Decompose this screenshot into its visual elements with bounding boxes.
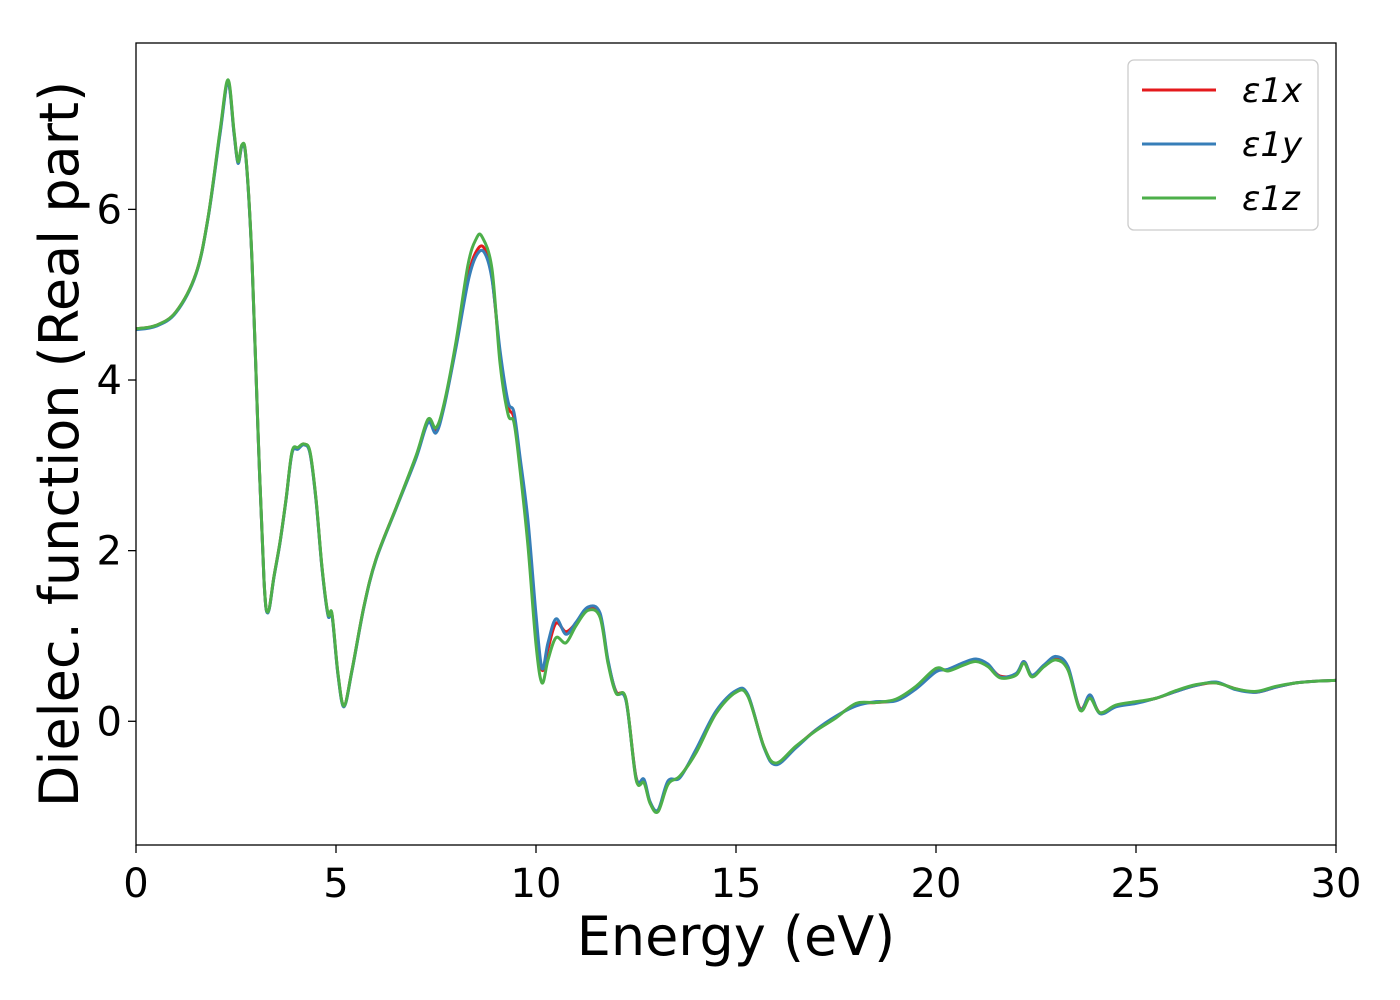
legend-label: ε1y <box>1242 125 1303 165</box>
x-tick-label: 30 <box>1311 861 1362 907</box>
y-axis-ticks: 0 2 4 6 <box>97 187 136 745</box>
x-tick-label: 5 <box>323 861 348 907</box>
series-line-3 <box>136 78 1336 814</box>
y-tick-label: 0 <box>97 699 122 745</box>
x-tick-label: 20 <box>911 861 962 907</box>
legend: ε1x ε1y ε1z <box>1127 59 1319 231</box>
x-tick-label: 10 <box>511 861 562 907</box>
legend-label: ε1z <box>1242 179 1301 219</box>
legend-label: ε1x <box>1242 71 1303 111</box>
x-tick-label: 15 <box>711 861 762 907</box>
y-tick-label: 6 <box>97 187 122 233</box>
series-layer <box>136 78 1336 814</box>
x-tick-label: 25 <box>1111 861 1162 907</box>
x-axis-ticks: 0 5 10 15 20 25 30 <box>123 845 1361 907</box>
x-axis-title: Energy (eV) <box>577 905 896 968</box>
y-tick-label: 4 <box>97 358 122 404</box>
y-tick-label: 2 <box>97 529 122 575</box>
y-axis-title: Dielec. function (Real part) <box>28 81 91 807</box>
x-tick-label: 0 <box>123 861 148 907</box>
legend-box <box>1127 59 1319 231</box>
